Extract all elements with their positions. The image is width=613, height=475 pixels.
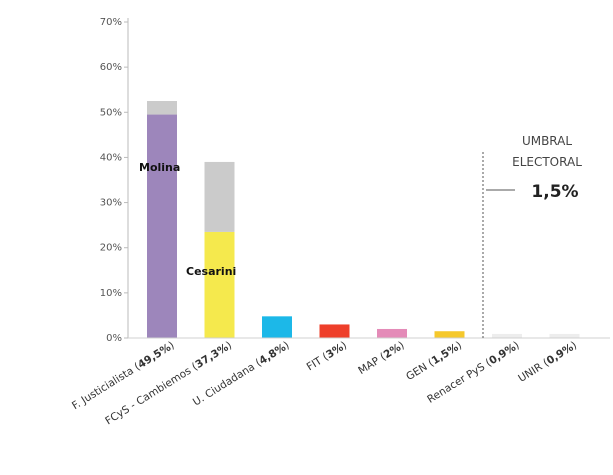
bar-upper-segment bbox=[204, 161, 235, 232]
bar bbox=[147, 114, 177, 339]
bar bbox=[492, 333, 522, 338]
y-tick-label: 70% bbox=[100, 17, 122, 28]
y-tick-label: 40% bbox=[100, 152, 122, 163]
x-tick-label: MAP (2%) bbox=[356, 339, 406, 377]
bar bbox=[262, 316, 292, 338]
x-tick-label: U. Ciudadana (4,8%) bbox=[191, 339, 292, 408]
y-tick-label: 20% bbox=[100, 243, 122, 254]
x-tick-label: F. Justicialista (49,5%) bbox=[70, 339, 177, 412]
bars bbox=[147, 101, 580, 339]
y-axis: 0% 10% 20% 30% 40% 50% 60% 70% bbox=[100, 17, 129, 344]
bar bbox=[204, 231, 235, 338]
threshold-label-line1: UMBRAL bbox=[522, 134, 572, 148]
y-tick-label: 0% bbox=[106, 333, 122, 344]
x-tick-label: FIT (3%) bbox=[305, 339, 349, 373]
bar bbox=[319, 324, 350, 338]
bar bbox=[377, 328, 407, 338]
y-tick-label: 30% bbox=[100, 198, 122, 209]
x-tick-label: UNIR (0,9%) bbox=[516, 339, 579, 384]
y-tick-label: 10% bbox=[100, 288, 122, 299]
x-tick-label: Renacer PyS (0,9%) bbox=[425, 339, 521, 405]
candidate-label-molina: Molina bbox=[139, 161, 180, 174]
bar bbox=[434, 331, 465, 338]
threshold-label-line2: ELECTORAL bbox=[512, 155, 582, 169]
y-tick-label: 50% bbox=[100, 107, 122, 118]
candidate-label-cesarini: Cesarini bbox=[186, 265, 236, 278]
bar bbox=[549, 333, 580, 338]
bar-upper-segment bbox=[147, 101, 177, 115]
x-axis-labels: F. Justicialista (49,5%)FCyS - Cambiemos… bbox=[70, 339, 579, 427]
threshold-value: 1,5% bbox=[531, 182, 578, 202]
y-tick-label: 60% bbox=[100, 62, 122, 73]
